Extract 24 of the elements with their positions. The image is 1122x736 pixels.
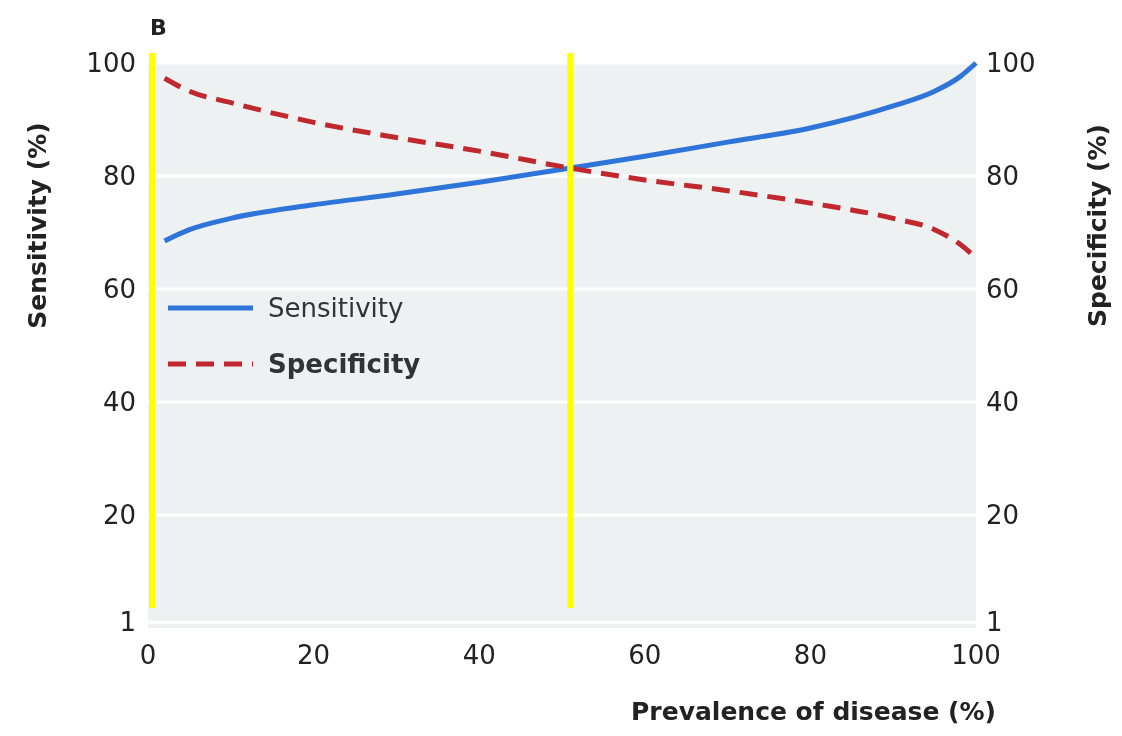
- y2-tick-label: 40: [986, 387, 1020, 417]
- x-tick-label: 40: [462, 640, 496, 670]
- y-tick-label: 20: [102, 500, 136, 530]
- y2-tick-label: 20: [986, 500, 1020, 530]
- y2-tick-label: 1: [986, 607, 1003, 638]
- x-tick-label: 0: [139, 640, 157, 670]
- y2-tick-label: 80: [986, 161, 1020, 191]
- x-tick-label: 100: [951, 640, 1001, 670]
- y-tick-label: 80: [102, 161, 136, 191]
- y-tick-label: 40: [102, 387, 136, 417]
- chart-title: B: [150, 15, 167, 40]
- x-axis-title: Prevalence of disease (%): [631, 697, 996, 726]
- x-tick-label: 80: [793, 640, 827, 670]
- y-axis-title: Sensitivity (%): [23, 122, 52, 329]
- legend-label: Sensitivity: [268, 293, 404, 323]
- x-tick-label: 60: [628, 640, 662, 670]
- y-tick-label: 1: [119, 607, 136, 638]
- y-tick-label: 60: [102, 274, 136, 304]
- y2-axis-title: Specificity (%): [1083, 123, 1112, 328]
- y-tick-label: 100: [86, 48, 136, 78]
- y2-tick-label: 60: [986, 274, 1020, 304]
- x-tick-label: 20: [297, 640, 331, 670]
- legend-label: Specificity: [268, 349, 421, 379]
- y2-tick-label: 100: [986, 48, 1036, 78]
